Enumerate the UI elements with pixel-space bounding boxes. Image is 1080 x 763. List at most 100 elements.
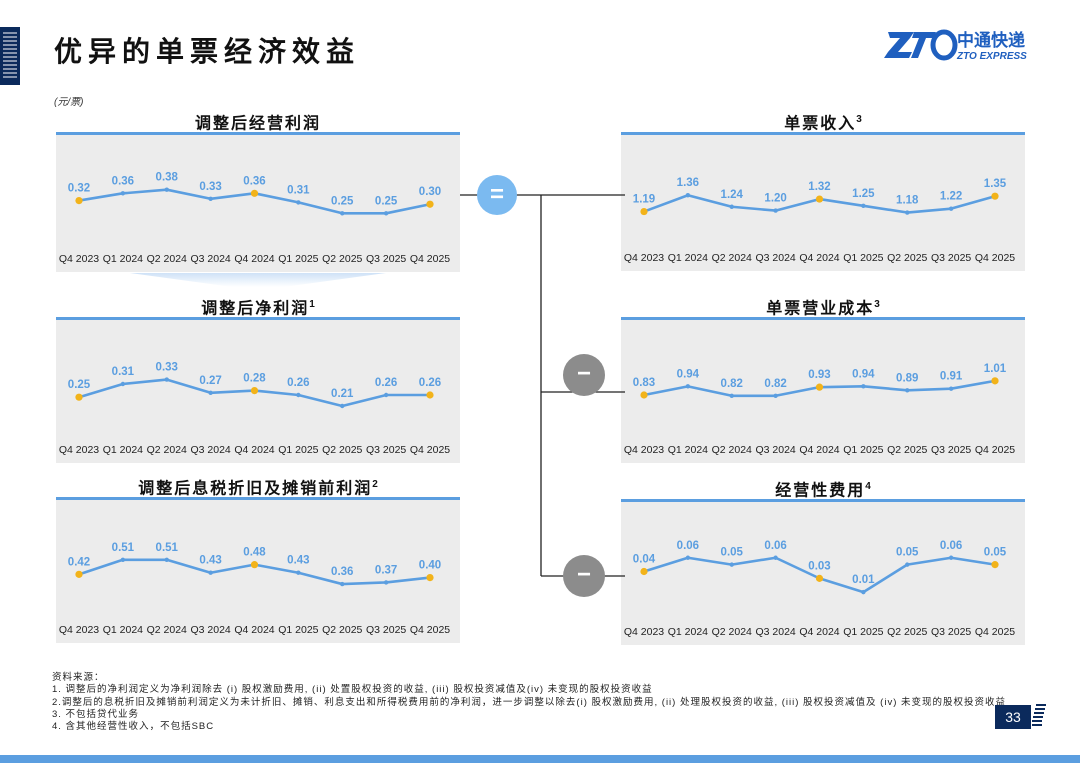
chart-title-footnote: 3	[874, 299, 880, 310]
data-label: 1.01	[984, 363, 1007, 375]
page-number: 33	[995, 705, 1031, 729]
data-label: 1.35	[984, 178, 1007, 190]
data-point	[426, 391, 434, 399]
data-point	[685, 555, 691, 560]
chart-panel-adj-ebitda: 调整后息税折旧及摊销前利润2 0.42 Q4 2023 0.51 Q1 2024 0.5…	[56, 473, 460, 643]
x-tick-label: Q4 2023	[624, 444, 664, 456]
data-point	[773, 393, 778, 398]
data-point	[75, 196, 83, 205]
chart-title: 单票收入3	[621, 108, 1025, 135]
data-point	[905, 562, 910, 567]
chart-title-footnote: 3	[856, 114, 862, 125]
unit-label: (元/票)	[54, 97, 84, 108]
data-label: 0.33	[199, 181, 221, 193]
x-tick-label: Q1 2025	[843, 444, 883, 456]
data-point	[383, 392, 389, 398]
data-point	[164, 377, 169, 382]
data-point	[250, 387, 259, 395]
data-label: 1.25	[852, 188, 875, 200]
x-tick-label: Q4 2023	[59, 444, 99, 456]
chart-title-footnote: 1	[309, 299, 315, 310]
chart-title-text: 单票营业成本	[766, 300, 875, 318]
chart-title: 调整后经营利润	[56, 108, 460, 135]
data-point	[991, 377, 999, 385]
data-label: 0.05	[984, 547, 1007, 559]
x-tick-label: Q1 2025	[843, 252, 883, 264]
data-point	[815, 195, 824, 203]
footnote-item: 3. 不包括贷代业务	[52, 708, 140, 720]
chart-panel-revenue-per-parcel: 单票收入3 1.19 Q4 2023 1.36 Q1 2024 1.24 Q2 2024 1…	[621, 108, 1025, 271]
data-point	[948, 386, 954, 391]
x-tick-label: Q3 2024	[190, 253, 230, 265]
data-label: 0.91	[940, 371, 963, 383]
x-tick-label: Q2 2025	[322, 624, 362, 636]
data-label: 0.37	[375, 564, 397, 576]
data-point	[861, 203, 866, 208]
x-tick-label: Q4 2024	[799, 252, 839, 264]
x-tick-label: Q4 2025	[410, 624, 450, 636]
x-tick-label: Q1 2024	[668, 252, 708, 264]
data-label: 1.19	[633, 194, 655, 206]
equals-operator: =	[477, 175, 517, 215]
x-tick-label: Q4 2025	[410, 253, 450, 265]
minus-operator: −	[563, 354, 605, 396]
x-tick-label: Q4 2024	[799, 626, 839, 638]
data-point	[164, 557, 169, 562]
x-tick-label: Q3 2025	[931, 444, 971, 456]
data-point	[383, 211, 389, 216]
x-tick-label: Q3 2025	[931, 252, 971, 264]
data-label: 0.43	[287, 555, 309, 567]
bottom-accent-bar	[0, 755, 1080, 763]
data-point	[773, 555, 778, 560]
data-label: 0.05	[896, 547, 919, 559]
chart-title: 调整后净利润1	[56, 293, 460, 320]
chart-title-text: 单票收入	[784, 115, 857, 133]
data-label: 0.06	[677, 540, 699, 552]
x-tick-label: Q3 2025	[366, 624, 406, 636]
data-point	[991, 561, 999, 569]
x-tick-label: Q1 2025	[278, 253, 318, 265]
data-point	[640, 207, 648, 216]
data-label: 0.01	[852, 574, 875, 586]
x-tick-label: Q3 2024	[190, 444, 230, 456]
chart-title: 调整后息税折旧及摊销前利润2	[56, 473, 460, 500]
x-tick-label: Q1 2024	[103, 253, 143, 265]
x-tick-label: Q4 2024	[234, 624, 274, 636]
data-point	[250, 561, 259, 569]
data-point	[861, 589, 866, 595]
data-label: 0.89	[896, 372, 918, 384]
x-tick-label: Q3 2025	[366, 444, 406, 456]
x-tick-label: Q2 2024	[147, 444, 187, 456]
zto-logo-mark	[884, 29, 958, 61]
x-tick-label: Q4 2023	[59, 624, 99, 636]
line-chart: 0.32 Q4 2023 0.36 Q1 2024 0.38 Q2 2024 0.33 Q3 …	[59, 172, 450, 265]
data-point	[773, 208, 778, 213]
x-tick-label: Q1 2024	[103, 624, 143, 636]
data-label: 0.31	[287, 184, 310, 196]
logo-en-text: ZTO EXPRESS	[956, 51, 1027, 62]
data-point	[948, 555, 954, 560]
chart-panel-adj-operating-profit: 调整后经营利润 0.32 Q4 2023 0.36 Q1 2024 0.38 Q2 202…	[56, 108, 460, 272]
chart-panel-operating-expenses: 经营性费用4 0.04 Q4 2023 0.06 Q1 2024 0.05 Q2 2024…	[621, 475, 1025, 645]
x-tick-label: Q3 2024	[190, 624, 230, 636]
data-label: 0.94	[677, 368, 700, 380]
zto-logo: 中通快递 ZTO EXPRESS	[884, 29, 1027, 62]
x-tick-label: Q1 2024	[668, 626, 708, 638]
x-tick-label: Q1 2025	[278, 624, 318, 636]
chart-title-text: 调整后息税折旧及摊销前利润	[138, 480, 373, 498]
line-chart: 1.19 Q4 2023 1.36 Q1 2024 1.24 Q2 2024 1.20 Q3 …	[624, 177, 1015, 264]
x-tick-label: Q4 2025	[975, 252, 1015, 264]
data-label: 0.33	[156, 362, 178, 374]
data-point	[991, 192, 999, 200]
chart-title-text: 调整后经营利润	[194, 115, 321, 133]
footnote-item: 2.调整后的息税折旧及摊销前利润定义为未计折旧、摊销、利息支出和所得税费用前的净…	[52, 696, 1007, 708]
x-tick-label: Q4 2025	[410, 444, 450, 456]
x-tick-label: Q2 2024	[712, 252, 752, 264]
line-chart: 0.42 Q4 2023 0.51 Q1 2024 0.51 Q2 2024 0.43 Q3 …	[59, 542, 450, 636]
data-point	[729, 562, 734, 567]
x-tick-label: Q3 2024	[755, 626, 795, 638]
x-tick-label: Q1 2025	[278, 444, 318, 456]
data-label: 0.42	[68, 556, 90, 568]
data-label: 0.06	[940, 540, 962, 552]
x-tick-label: Q2 2025	[322, 253, 362, 265]
